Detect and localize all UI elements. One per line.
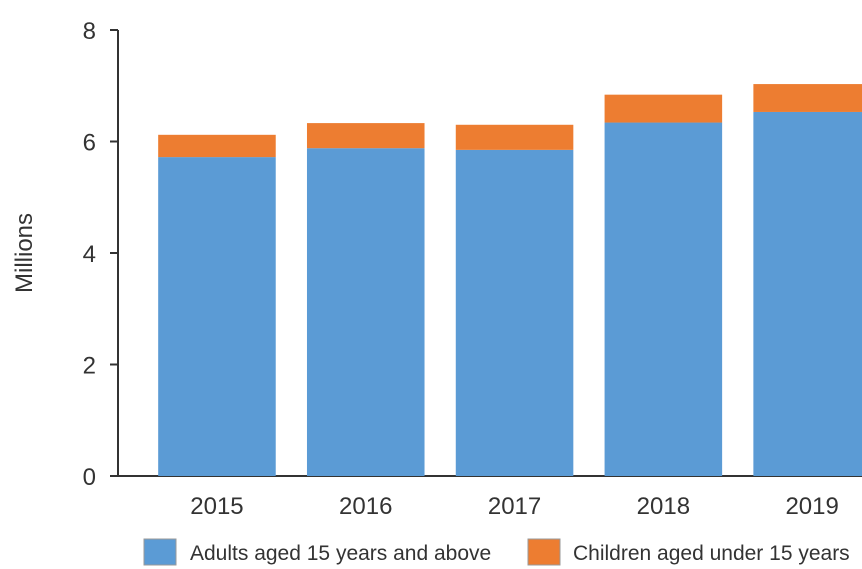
x-tick-label: 2018 <box>637 493 690 520</box>
y-axis-title: Millions <box>11 213 38 293</box>
bars <box>158 84 862 477</box>
bar-children-2015 <box>158 134 276 158</box>
bar-adults-2017 <box>455 149 574 477</box>
legend-swatch-children <box>527 538 561 566</box>
x-tick-label: 2016 <box>339 493 392 520</box>
legend-swatch-adults <box>143 538 177 566</box>
bar-children-2017 <box>455 124 574 150</box>
x-tick-label: 2019 <box>785 493 838 520</box>
y-tick-label: 0 <box>83 464 96 491</box>
legend: Adults aged 15 years and above Children a… <box>143 538 850 566</box>
bar-adults-2015 <box>158 157 276 477</box>
y-tick-label: 8 <box>83 18 96 45</box>
legend-label-adults: Adults aged 15 years and above <box>190 542 491 565</box>
bar-adults-2016 <box>306 148 425 476</box>
x-tick-label: 2017 <box>488 493 541 520</box>
bar-adults-2018 <box>604 122 723 477</box>
y-tick-label: 6 <box>83 130 96 157</box>
y-ticks: 0 2 4 6 8 <box>83 18 118 491</box>
x-tick-labels: 2015 2016 2017 2018 2019 <box>190 493 839 520</box>
bar-children-2019 <box>753 84 862 112</box>
legend-label-children: Children aged under 15 years <box>573 542 850 565</box>
bar-children-2016 <box>306 123 425 149</box>
bar-adults-2019 <box>753 111 862 476</box>
y-tick-label: 4 <box>83 241 96 268</box>
y-tick-label: 2 <box>83 353 96 380</box>
x-tick-label: 2015 <box>190 493 243 520</box>
bar-children-2018 <box>604 94 723 123</box>
